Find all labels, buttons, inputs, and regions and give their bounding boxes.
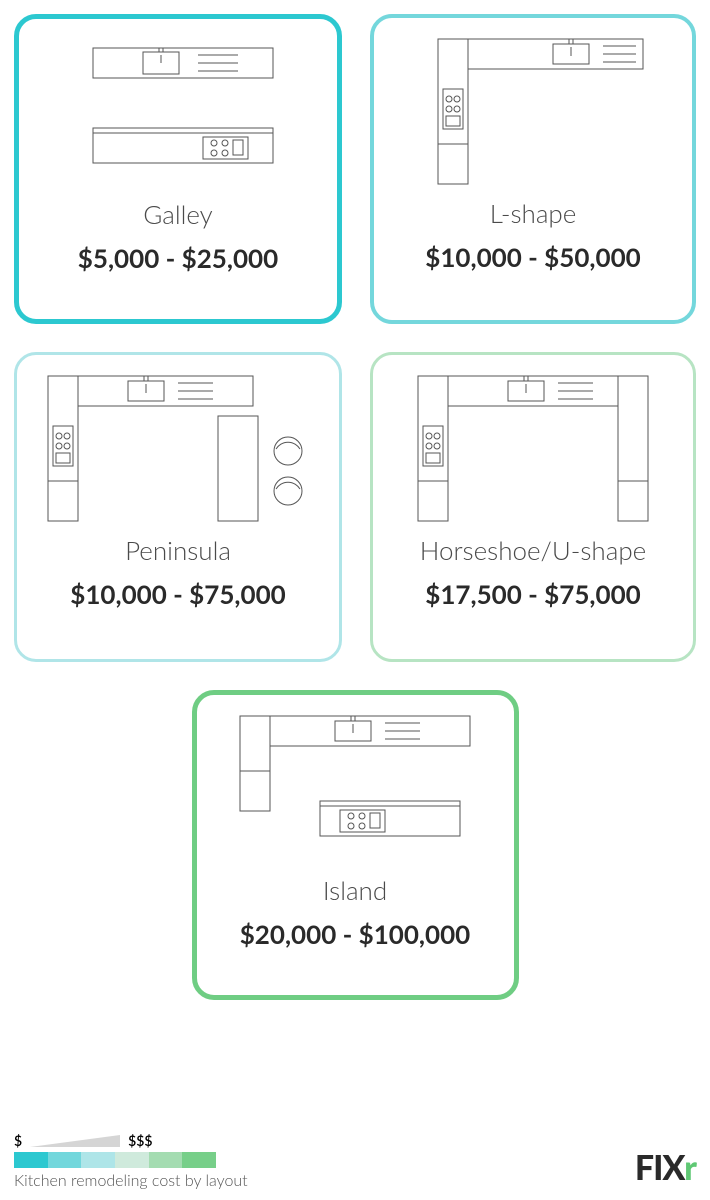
- card-label: Island: [323, 874, 387, 906]
- card-island: Island $20,000 - $100,000: [192, 690, 519, 1000]
- center-row: Island $20,000 - $100,000: [14, 690, 696, 1000]
- wedge-icon: [30, 1134, 120, 1148]
- card-price: $10,000 - $75,000: [70, 578, 285, 610]
- card-peninsula: Peninsula $10,000 - $75,000: [14, 352, 342, 662]
- logo-accent: r: [684, 1147, 696, 1188]
- card-galley: Galley $5,000 - $25,000: [14, 14, 342, 324]
- card-price: $10,000 - $50,000: [425, 241, 640, 273]
- diagram-peninsula: [33, 371, 323, 526]
- card-horseshoe: Horseshoe/U-shape $17,500 - $75,000: [370, 352, 696, 662]
- legend-scale: $ $$$: [14, 1132, 696, 1149]
- diagram-horseshoe: [389, 371, 677, 526]
- card-lshape: L-shape $10,000 - $50,000: [370, 14, 696, 324]
- card-price: $17,500 - $75,000: [425, 578, 640, 610]
- diagram-lshape: [390, 34, 676, 189]
- logo: FIXr: [635, 1147, 696, 1188]
- card-label: L-shape: [490, 197, 577, 229]
- diagram-galley: [35, 35, 321, 190]
- footer: $ $$$ Kitchen remodeling cost by layout …: [14, 1132, 696, 1190]
- caption: Kitchen remodeling cost by layout: [14, 1171, 696, 1190]
- legend-low: $: [14, 1132, 22, 1149]
- card-label: Galley: [143, 198, 212, 230]
- gradient-bar: [14, 1152, 216, 1168]
- diagram-island: [213, 711, 498, 866]
- card-price: $20,000 - $100,000: [240, 918, 471, 950]
- logo-text: FIX: [635, 1147, 684, 1188]
- card-label: Horseshoe/U-shape: [420, 534, 646, 566]
- card-label: Peninsula: [125, 534, 231, 566]
- card-price: $5,000 - $25,000: [78, 242, 278, 274]
- card-grid: Galley $5,000 - $25,000: [14, 14, 696, 662]
- legend-high: $$$: [128, 1132, 152, 1149]
